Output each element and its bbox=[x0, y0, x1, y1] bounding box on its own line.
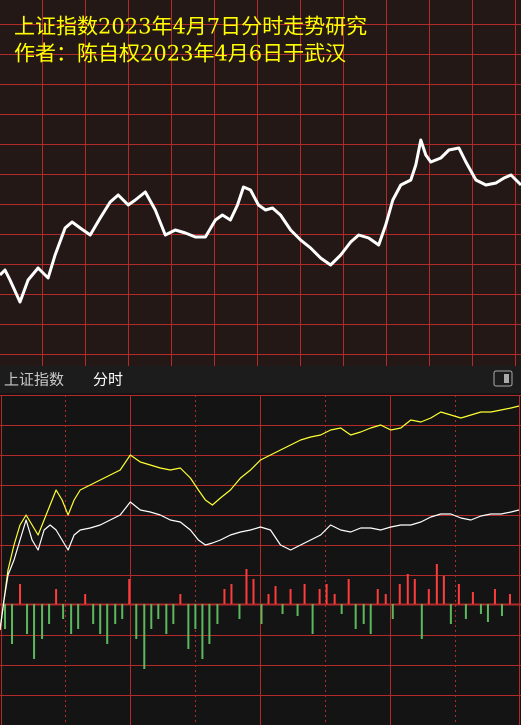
volume-bar bbox=[223, 589, 226, 604]
volume-bar bbox=[245, 569, 248, 604]
volume-bar bbox=[114, 604, 117, 624]
volume-bar bbox=[435, 564, 438, 604]
volume-bar bbox=[230, 584, 233, 604]
volume-bar bbox=[26, 604, 29, 634]
volume-bar bbox=[311, 604, 314, 634]
volume-bar bbox=[48, 604, 51, 624]
volume-bar bbox=[157, 604, 160, 619]
toggle-icon-fill bbox=[504, 374, 509, 383]
volume-bar bbox=[84, 594, 87, 604]
volume-bar bbox=[19, 584, 22, 604]
volume-bar bbox=[260, 604, 263, 624]
volume-bar bbox=[41, 604, 44, 639]
volume-bar bbox=[135, 604, 138, 639]
volume-bar bbox=[442, 576, 445, 604]
volume-bar bbox=[77, 604, 80, 629]
volume-bar bbox=[92, 604, 95, 624]
upper-grid bbox=[0, 0, 521, 366]
volume-bar bbox=[398, 584, 401, 604]
volume-bar bbox=[33, 604, 36, 659]
volume-bar bbox=[11, 604, 14, 644]
volume-bar bbox=[172, 604, 175, 624]
volume-bar bbox=[406, 574, 409, 604]
volume-bar bbox=[143, 604, 146, 669]
volume-bar bbox=[267, 594, 270, 604]
volume-bar bbox=[384, 594, 387, 604]
volume-bar bbox=[362, 604, 365, 624]
volume-bar bbox=[479, 604, 482, 614]
volume-bar bbox=[376, 589, 379, 604]
volume-bar bbox=[500, 604, 503, 616]
volume-bar bbox=[179, 594, 182, 604]
volume-bar bbox=[296, 604, 299, 616]
toggle-icon[interactable] bbox=[493, 370, 513, 387]
volume-bar bbox=[165, 604, 168, 634]
volume-bar bbox=[121, 604, 124, 619]
volume-bar bbox=[413, 579, 416, 604]
volume-bar bbox=[333, 594, 336, 604]
volume-bar bbox=[194, 604, 197, 629]
volume-bar bbox=[99, 604, 102, 634]
volume-bar bbox=[201, 604, 204, 659]
volume-bar bbox=[106, 604, 109, 644]
volume-bar bbox=[303, 584, 306, 604]
header-bar bbox=[0, 366, 521, 393]
volume-bar bbox=[508, 594, 511, 604]
period-label[interactable]: 分时 bbox=[93, 371, 123, 389]
volume-bar bbox=[493, 589, 496, 604]
volume-bar bbox=[369, 604, 372, 634]
line bbox=[0, 405, 520, 631]
volume-bar bbox=[289, 589, 292, 604]
chart-title: 上证指数2023年4月7日分时走势研究 bbox=[14, 15, 367, 39]
symbol-name: 上证指数 bbox=[4, 371, 64, 389]
volume-bar bbox=[187, 604, 190, 649]
volume-bar bbox=[128, 579, 131, 604]
volume-bar bbox=[208, 604, 211, 644]
volume-bar bbox=[274, 586, 277, 604]
volume-bar bbox=[486, 604, 489, 622]
volume-bar bbox=[281, 604, 284, 614]
line bbox=[0, 501, 520, 631]
volume-bar bbox=[464, 604, 467, 619]
volume-bar bbox=[318, 589, 321, 604]
volume-bar bbox=[347, 579, 350, 604]
volume-bar bbox=[354, 604, 357, 629]
volume-bar bbox=[238, 604, 241, 619]
volume-bar bbox=[340, 604, 343, 614]
chart-subtitle: 作者：陈自权2023年4月6日于武汉 bbox=[14, 42, 346, 66]
volume-bar bbox=[471, 592, 474, 604]
volume-bar bbox=[150, 604, 153, 629]
volume-bar bbox=[420, 604, 423, 639]
line bbox=[0, 138, 521, 304]
volume-bar bbox=[55, 589, 58, 604]
volume-bar bbox=[216, 604, 219, 624]
volume-bar bbox=[4, 604, 7, 629]
lower-grid bbox=[0, 395, 521, 725]
volume-bar bbox=[252, 579, 255, 604]
volume-bar bbox=[325, 584, 328, 604]
volume-bar bbox=[427, 589, 430, 604]
volume-bar bbox=[391, 604, 394, 619]
volume-bar bbox=[449, 604, 452, 624]
volume-bar bbox=[457, 584, 460, 604]
volume-bar bbox=[62, 604, 65, 619]
volume-bar bbox=[70, 604, 73, 634]
